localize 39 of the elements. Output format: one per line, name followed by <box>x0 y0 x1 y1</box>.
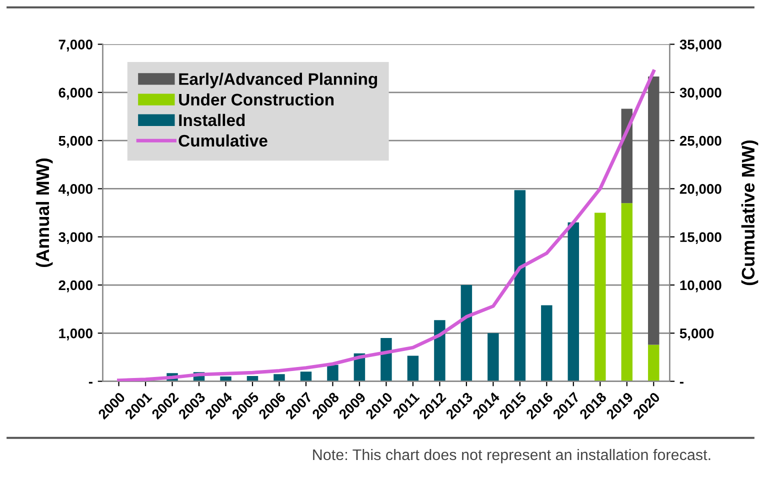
legend-label: Installed <box>179 114 245 126</box>
y2-axis-title: (Cumulative MW) <box>741 140 758 286</box>
y-tick-label: 5,000 <box>58 136 92 148</box>
y2-tick-label: 10,000 <box>680 280 722 292</box>
y-tick-label: 4,000 <box>58 184 92 196</box>
legend-label: Early/Advanced Planning <box>179 72 378 88</box>
y-tick-label: 7,000 <box>58 40 92 52</box>
bar <box>488 333 499 382</box>
bar <box>594 212 606 382</box>
y2-tick-label: 15,000 <box>680 232 722 244</box>
y-axis-title: (Annual MW) <box>36 158 53 268</box>
y-tick-label: 2,000 <box>58 280 92 292</box>
y-tick-label: 1,000 <box>59 328 92 340</box>
bar <box>621 203 633 382</box>
bar <box>541 305 552 382</box>
bar <box>434 320 446 382</box>
y-tick-label: 3,000 <box>58 232 92 244</box>
bar <box>648 344 660 382</box>
y2-tick-label: 25,000 <box>680 136 722 148</box>
y-tick-label: 6,000 <box>58 88 92 100</box>
bar <box>514 190 526 382</box>
bar <box>300 372 312 382</box>
y-tick-label: - <box>88 382 92 384</box>
bar <box>460 285 472 382</box>
y2-tick-label: 20,000 <box>680 184 722 196</box>
text: Note: This chart does not represent an installation forecast. <box>313 448 710 464</box>
y2-tick-label: 30,000 <box>680 88 722 100</box>
y2-tick-label: 35,000 <box>680 40 722 52</box>
bar <box>274 374 285 382</box>
bar <box>327 364 338 382</box>
line-series <box>117 70 656 382</box>
y2-tick-label: 5,000 <box>680 328 714 340</box>
bar <box>568 222 580 382</box>
bar <box>648 76 660 345</box>
y2-tick-label: - <box>680 382 684 384</box>
legend-label: Cumulative <box>178 134 268 147</box>
bar <box>407 356 419 382</box>
legend-label: Under Construction <box>179 93 334 106</box>
bar <box>380 338 392 382</box>
